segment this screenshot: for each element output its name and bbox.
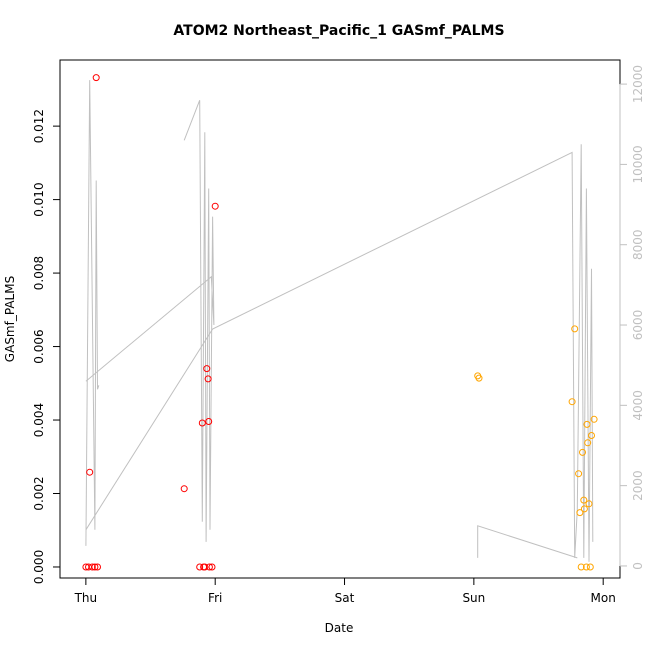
data-point-orange-1 — [475, 374, 483, 382]
y2-tick-label: 0 — [631, 562, 645, 570]
data-point-red-6 — [94, 563, 101, 571]
data-point-orange-7 — [579, 448, 586, 456]
data-points-layer — [82, 74, 598, 571]
secondary-line-layer — [85, 80, 594, 562]
data-point-red-8 — [196, 563, 204, 571]
data-point-red-5 — [92, 74, 100, 82]
y-axis-left: 0.000 0.002 0.004 0.006 0.008 0.010 0.012 — [32, 109, 61, 584]
data-point-orange-14 — [586, 563, 594, 571]
y2-tick-label: 4000 — [631, 390, 645, 421]
x-axis: Thu Fri Sat Sun Mon — [74, 577, 616, 605]
data-point-red-3 — [88, 563, 96, 571]
secondary-line-segment-2 — [85, 144, 594, 562]
data-point-orange-8 — [580, 496, 588, 504]
data-point-orange-13 — [585, 500, 593, 508]
x-tick-label: Mon — [591, 591, 616, 605]
plot-area-border — [59, 59, 621, 579]
data-point-red-11 — [201, 563, 209, 571]
data-point-orange-10 — [582, 563, 590, 571]
data-point-orange-12 — [584, 439, 592, 447]
data-point-red-13 — [204, 375, 212, 383]
secondary-line-segment-3 — [477, 525, 578, 559]
y-tick-label: 0.000 — [32, 550, 46, 584]
x-tick-label: Sun — [462, 591, 485, 605]
data-point-orange-2 — [568, 398, 576, 406]
y-axis-label: GASmf_PALMS — [3, 276, 17, 362]
data-point-red-12 — [203, 365, 211, 373]
y-axis-right: 0 2000 4000 6000 8000 10000 12000 — [619, 65, 645, 570]
y2-tick-label: 10000 — [631, 145, 645, 183]
data-point-orange-9 — [580, 505, 588, 513]
x-axis-label: Date — [325, 621, 354, 635]
data-point-orange-4 — [575, 470, 583, 478]
y2-tick-label: 2000 — [631, 470, 645, 501]
y-tick-label: 0.002 — [32, 476, 46, 510]
data-point-orange-15 — [588, 432, 595, 439]
y-tick-label: 0.010 — [32, 182, 46, 216]
y-tick-label: 0.004 — [32, 403, 46, 437]
data-point-red-17 — [211, 202, 219, 210]
y2-tick-label: 6000 — [631, 310, 645, 341]
data-point-orange-5 — [576, 509, 584, 517]
y-tick-label: 0.006 — [32, 329, 46, 363]
data-point-orange-6 — [577, 563, 585, 571]
data-point-orange-16 — [590, 415, 598, 423]
x-tick-label: Thu — [74, 591, 98, 605]
secondary-line-segment-1 — [85, 100, 215, 542]
data-point-red-16 — [208, 563, 216, 571]
y2-tick-label: 8000 — [631, 229, 645, 260]
y-tick-label: 0.008 — [32, 256, 46, 290]
x-tick-label: Fri — [208, 591, 222, 605]
secondary-line-segment-0 — [85, 80, 100, 546]
data-point-red-9 — [198, 419, 206, 427]
x-tick-label: Sat — [335, 591, 355, 605]
y-tick-label: 0.012 — [32, 109, 46, 143]
data-point-red-4 — [91, 563, 99, 571]
chart-title: ATOM2 Northeast_Pacific_1 GASmf_PALMS — [173, 23, 504, 39]
y2-tick-label: 12000 — [631, 65, 645, 103]
data-point-red-14 — [205, 418, 213, 425]
data-point-orange-11 — [583, 420, 591, 428]
data-point-orange-3 — [571, 325, 579, 333]
data-point-red-2 — [86, 468, 94, 476]
data-point-red-7 — [180, 485, 188, 493]
data-point-red-15 — [205, 563, 213, 571]
